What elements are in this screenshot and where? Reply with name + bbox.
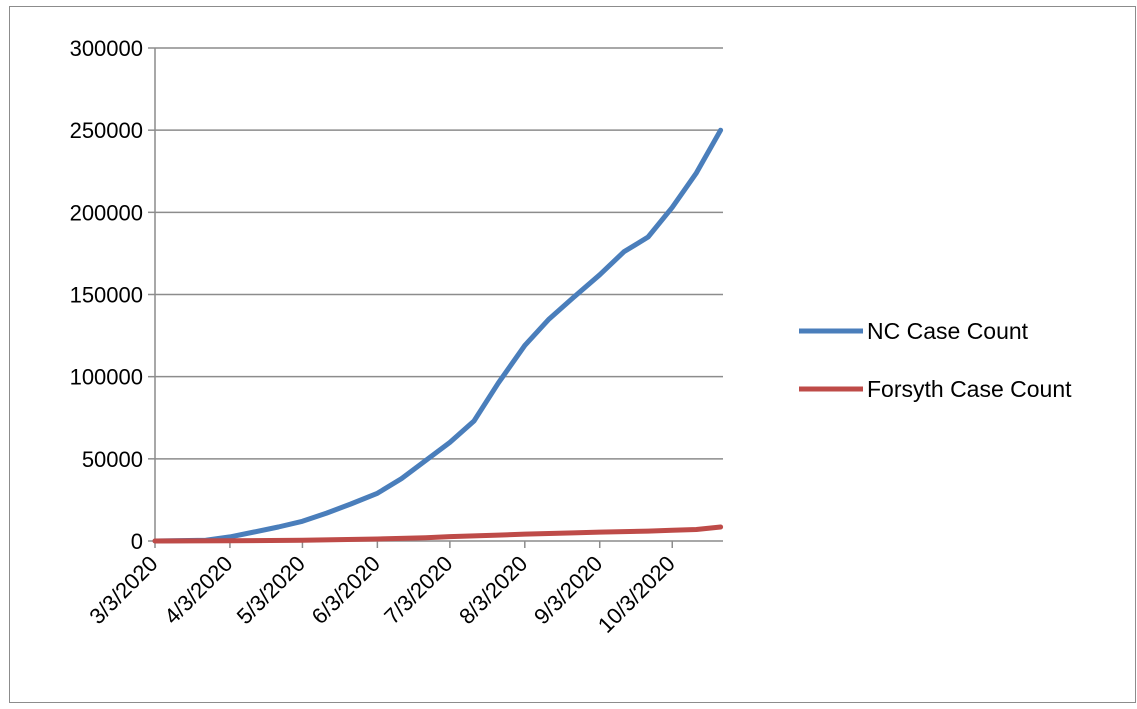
y-tick-label: 0 [131,529,143,554]
x-axis-ticks: 3/3/20204/3/20205/3/20206/3/20207/3/2020… [84,551,679,638]
y-tick-label: 250000 [70,118,143,143]
line-chart: 0 50000 100000 150000 200000 250000 300000 3/3… [70,36,1073,638]
x-tick-label: 6/3/2020 [307,551,385,629]
y-tick-label: 300000 [70,36,143,61]
y-tick-label: 150000 [70,283,143,308]
x-tick-label: 8/3/2020 [454,551,532,629]
y-axis-ticks: 0 50000 100000 150000 200000 250000 300000 [70,36,143,554]
x-tick-label: 7/3/2020 [379,551,457,629]
legend: NC Case Count Forsyth Case Count [799,318,1072,402]
x-tick-label: 5/3/2020 [232,551,310,629]
series-line-0 [152,127,724,544]
series-line-1 [152,524,724,544]
legend-label-1: Forsyth Case Count [867,376,1072,402]
axes [148,47,723,548]
x-tick-label: 4/3/2020 [159,551,237,629]
y-tick-label: 100000 [70,365,143,390]
chart-area: 0 50000 100000 150000 200000 250000 300000 3/3… [9,6,1136,703]
y-tick-label: 50000 [82,447,143,472]
y-tick-label: 200000 [70,200,143,225]
x-tick-label: 3/3/2020 [84,551,162,629]
legend-label-0: NC Case Count [867,318,1029,344]
gridlines [155,47,723,460]
x-tick-label: 10/3/2020 [593,551,680,638]
series-lines [152,127,724,544]
